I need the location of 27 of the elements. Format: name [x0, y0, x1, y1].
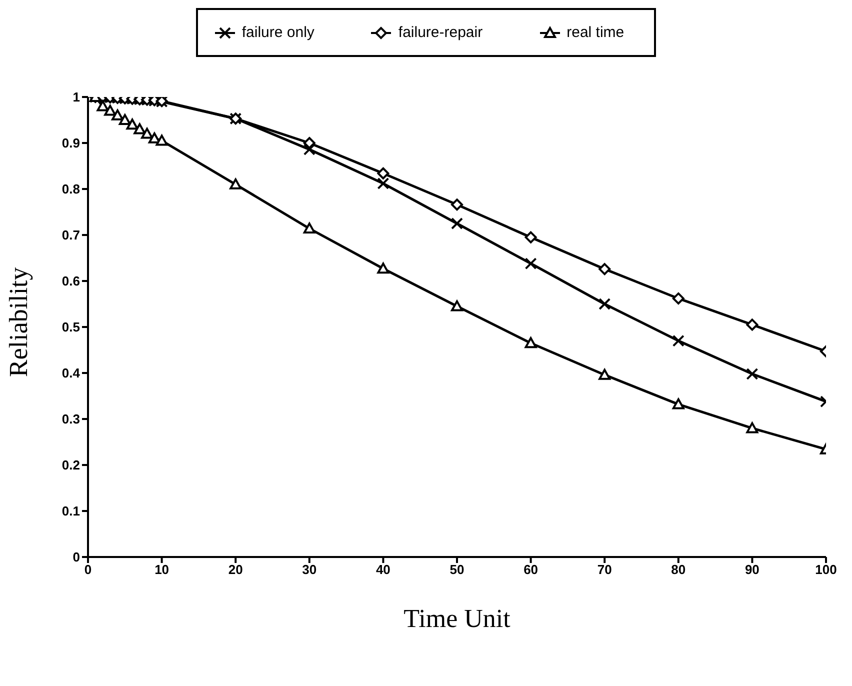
x-tick-label: 0 — [84, 562, 92, 578]
y-tick-label: 0.4 — [62, 366, 81, 381]
x-tick-label: 90 — [744, 562, 760, 578]
x-tick-label: 70 — [597, 562, 612, 578]
legend-label: failure only — [242, 24, 314, 41]
y-tick-label: 0.1 — [62, 504, 80, 519]
x-tick-label: 60 — [524, 562, 538, 578]
y-tick-label: 0.9 — [62, 136, 80, 151]
x-tick-label: 100 — [815, 562, 837, 578]
y-tick-label: 0 — [72, 550, 80, 565]
y-tick-label: 0.8 — [62, 182, 80, 197]
x-tick-label: 50 — [450, 562, 464, 578]
x-tick-label: 30 — [302, 562, 317, 578]
y-tick-label: 0.3 — [62, 412, 80, 427]
y-axis-title: Reliability — [4, 267, 34, 377]
legend-label: real time — [566, 24, 624, 41]
x-tick-label: 80 — [671, 562, 686, 578]
x-tick-label: 10 — [154, 562, 170, 578]
x-tick-label: 20 — [228, 562, 243, 578]
legend-label: failure-repair — [398, 24, 483, 41]
y-tick-label: 1 — [72, 90, 80, 105]
x-axis-title: Time Unit — [404, 604, 512, 633]
y-tick-label: 0.6 — [62, 274, 80, 289]
y-tick-label: 0.7 — [62, 228, 80, 243]
y-tick-label: 0.2 — [62, 458, 80, 473]
x-tick-label: 40 — [376, 562, 390, 578]
y-tick-label: 0.5 — [62, 320, 80, 335]
